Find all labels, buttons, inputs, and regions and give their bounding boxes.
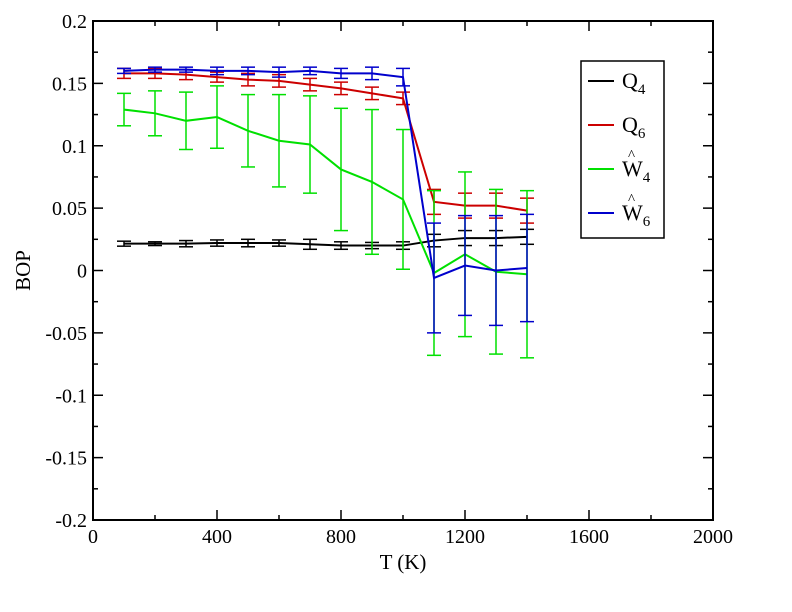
y-tick-label: 0.1 bbox=[62, 136, 87, 158]
y-tick-label: 0 bbox=[77, 261, 87, 283]
series-line bbox=[123, 108, 528, 276]
legend-label: W4 bbox=[622, 156, 651, 186]
legend-item-q4: Q4 bbox=[588, 68, 646, 98]
legend-label: W6 bbox=[622, 200, 651, 230]
legend-hat: ^ bbox=[628, 148, 635, 164]
legend-label: Q4 bbox=[622, 68, 646, 98]
y-tick-label: -0.05 bbox=[45, 323, 87, 345]
legend-hat: ^ bbox=[628, 192, 635, 208]
x-tick-label: 0 bbox=[88, 526, 98, 548]
x-tick-label: 400 bbox=[202, 526, 232, 548]
legend-item-q6: Q6 bbox=[588, 112, 646, 142]
y-tick-label: -0.2 bbox=[55, 510, 87, 532]
x-axis-title: T (K) bbox=[380, 550, 427, 574]
legend-item-w6: W6^ bbox=[588, 192, 651, 230]
y-tick-label: -0.1 bbox=[55, 385, 87, 407]
y-axis-title: BOP bbox=[11, 250, 35, 291]
axes-layer: 0 400 800 1200 1600 2000 -0.2 -0.15 -0.1 -0.05 0 0.… bbox=[45, 11, 733, 548]
y-tick-label: -0.15 bbox=[45, 448, 87, 470]
legend-item-w4: W4^ bbox=[588, 148, 651, 186]
series-line bbox=[123, 68, 528, 280]
legend-label: Q6 bbox=[622, 112, 646, 142]
x-tick-label: 1200 bbox=[445, 526, 485, 548]
x-tick-label: 800 bbox=[326, 526, 356, 548]
legend-box bbox=[580, 60, 665, 239]
series-line bbox=[124, 235, 528, 247]
y-tick-label: 0.05 bbox=[52, 198, 87, 220]
series-w6 bbox=[117, 66, 534, 334]
series-layer bbox=[117, 66, 534, 359]
y-tick-label: 0.15 bbox=[52, 73, 87, 95]
x-tick-label: 2000 bbox=[693, 526, 733, 548]
x-tick-label: 1600 bbox=[569, 526, 609, 548]
y-tick-label: 0.2 bbox=[62, 11, 87, 33]
series-line bbox=[124, 72, 528, 212]
